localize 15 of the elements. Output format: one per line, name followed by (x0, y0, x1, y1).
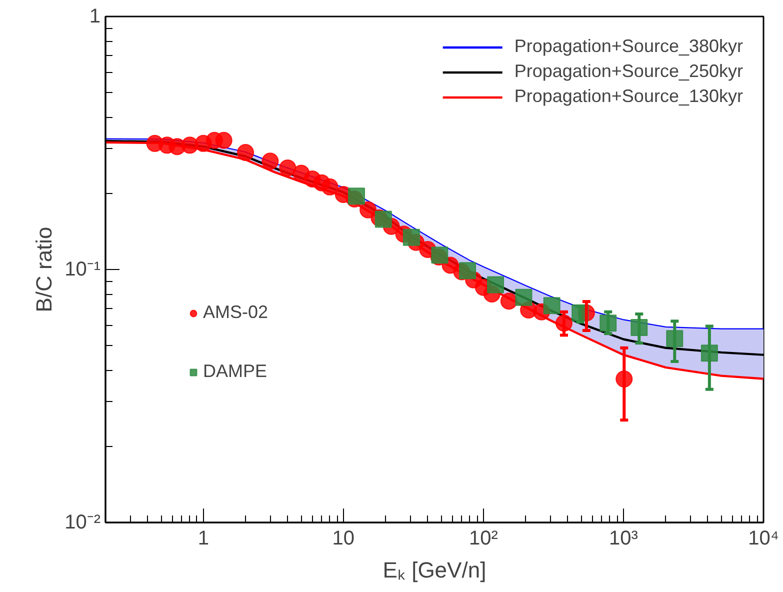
x-tick-label: 10² (468, 528, 498, 550)
x-tick-label: 1 (198, 528, 209, 550)
x-tick-label: 10⁴ (748, 528, 779, 550)
legend-label: Propagation+Source_130kyr (514, 86, 743, 107)
legend-label: Propagation+Source_250kyr (514, 61, 743, 82)
y-tick-label: 10⁻¹ (64, 258, 101, 280)
x-tick-label: 10³ (609, 528, 638, 550)
y-axis-title: B/C ratio (32, 226, 57, 312)
y-tick-label: 1 (89, 6, 100, 28)
x-axis-title: Eₖ [GeV/n] (382, 558, 486, 582)
y-tick-label: 10⁻² (64, 512, 101, 534)
x-tick-label: 10 (332, 528, 355, 550)
legend-label: AMS-02 (203, 302, 268, 323)
legend-label: DAMPE (203, 361, 268, 382)
legend-label: Propagation+Source_380kyr (514, 36, 743, 57)
